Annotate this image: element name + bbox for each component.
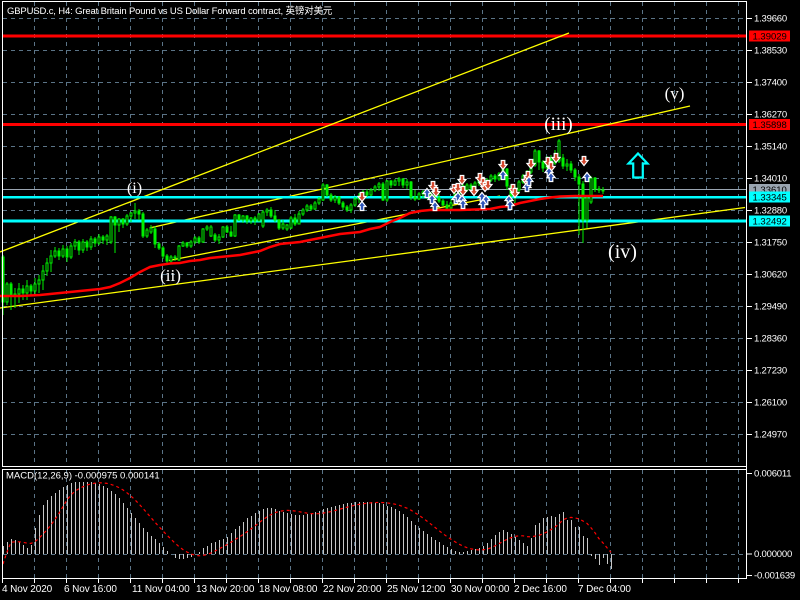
svg-text:18 Nov 08:00: 18 Nov 08:00 [259, 584, 318, 595]
svg-text:1.36270: 1.36270 [754, 110, 787, 121]
svg-text:1.26100: 1.26100 [754, 398, 787, 409]
svg-text:1.39029: 1.39029 [753, 32, 787, 43]
svg-text:22 Nov 20:00: 22 Nov 20:00 [323, 584, 382, 595]
svg-text:1.33610: 1.33610 [753, 185, 787, 196]
svg-text:0.000000: 0.000000 [754, 549, 792, 560]
svg-text:6 Nov 16:00: 6 Nov 16:00 [64, 584, 117, 595]
svg-text:1.32880: 1.32880 [754, 206, 787, 217]
svg-text:-0.001639: -0.001639 [754, 571, 795, 582]
svg-text:1.37400: 1.37400 [754, 78, 787, 89]
svg-text:(v): (v) [665, 84, 685, 103]
svg-text:1.39660: 1.39660 [754, 14, 787, 25]
svg-text:1.34010: 1.34010 [754, 174, 787, 185]
svg-text:(i): (i) [127, 180, 142, 197]
svg-text:1.28360: 1.28360 [754, 334, 787, 345]
svg-text:13 Nov 20:00: 13 Nov 20:00 [196, 584, 255, 595]
svg-text:1.24970: 1.24970 [754, 430, 787, 441]
svg-text:1.35140: 1.35140 [754, 142, 787, 153]
svg-text:2 Dec 16:00: 2 Dec 16:00 [514, 584, 567, 595]
svg-text:4 Nov 2020: 4 Nov 2020 [2, 584, 53, 595]
svg-text:1.32492: 1.32492 [753, 217, 787, 228]
svg-text:1.29490: 1.29490 [754, 302, 787, 313]
svg-text:7 Dec 04:00: 7 Dec 04:00 [578, 584, 631, 595]
svg-text:(ii): (ii) [160, 266, 181, 285]
svg-text:0.006011: 0.006011 [754, 469, 791, 480]
svg-text:GBPUSD.c, H4: Great Britain P: GBPUSD.c, H4: Great Britain Pound vs US … [7, 5, 333, 17]
svg-text:1.33345: 1.33345 [753, 193, 787, 204]
svg-text:MACD(12,26,9) -0.000975 0.0001: MACD(12,26,9) -0.000975 0.000141 [6, 471, 160, 482]
svg-text:25 Nov 12:00: 25 Nov 12:00 [387, 584, 446, 595]
svg-text:1.31750: 1.31750 [754, 238, 787, 249]
svg-text:11 Nov 04:00: 11 Nov 04:00 [132, 584, 190, 595]
svg-text:30 Nov 00:00: 30 Nov 00:00 [451, 584, 510, 595]
svg-text:1.27230: 1.27230 [754, 366, 787, 377]
svg-text:1.30620: 1.30620 [754, 270, 787, 281]
svg-text:1.38530: 1.38530 [754, 46, 787, 57]
svg-text:(iii): (iii) [544, 114, 573, 135]
svg-text:1.35898: 1.35898 [753, 120, 787, 131]
svg-text:(iv): (iv) [608, 241, 637, 263]
